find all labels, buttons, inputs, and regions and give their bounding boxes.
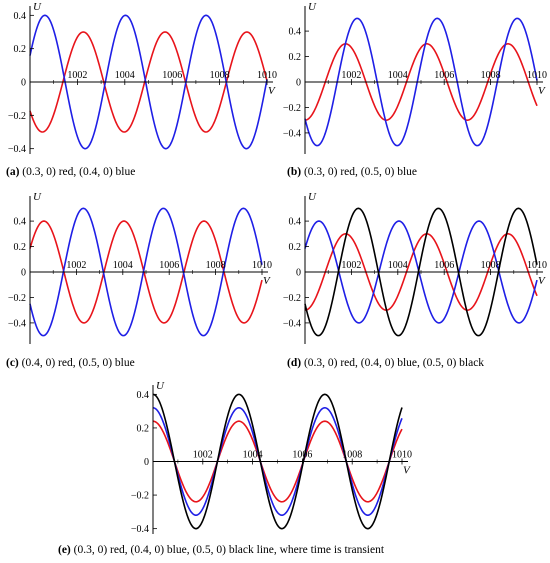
y-tick-label: −0.4: [283, 128, 301, 139]
x-tick-label: 1002: [67, 70, 87, 81]
caption-text-a: (0.3, 0) red, (0.4, 0) blue: [22, 166, 136, 178]
chart-d: 1002 1004 1006 1008 1010 0.4 0.2 0 −0.2 −0.4 U V: [283, 191, 547, 344]
x-tick-label: 1004: [388, 260, 408, 271]
y-tick-label: 0.4: [289, 217, 302, 228]
caption-text-c: (0.4, 0) red, (0.5, 0) blue: [21, 357, 135, 369]
x-tick-label: 1010: [257, 70, 277, 81]
series-line-2: [29, 14, 268, 150]
y-tick-label: 0.2: [14, 44, 27, 55]
x-axis-label: V: [538, 85, 546, 97]
caption-tag-e: (e): [58, 544, 71, 556]
y-axis-label: U: [33, 1, 42, 13]
panel-c: 1002 1004 1006 1008 1010 0.4 0.2 0 −0.2 −0.4 U V (c…: [0, 190, 275, 380]
y-tick-label: 0: [296, 78, 301, 89]
x-axis-label: V: [538, 275, 546, 287]
y-tick-label: 0: [296, 268, 301, 279]
y-tick-label: 0.4: [289, 27, 302, 38]
y-tick-label: −0.4: [8, 144, 26, 155]
x-tick-label: 1002: [66, 260, 86, 271]
x-tick-label: 1008: [481, 260, 501, 271]
caption-text-e: (0.3, 0) red, (0.4, 0) blue, (0.5, 0) bl…: [73, 544, 385, 556]
panel-e: 1002 1004 1006 1008 1010 0.4 0.2 0 −0.2 −0.4 U V (e…: [58, 380, 550, 563]
x-axis-label: V: [268, 85, 276, 97]
y-tick-label: 0: [21, 78, 26, 89]
x-tick-label: 1004: [113, 260, 133, 271]
series-line-2: [152, 406, 403, 517]
y-tick-label: 0.2: [14, 242, 27, 253]
y-axis-label: U: [33, 191, 42, 203]
caption-b: (b) (0.3, 0) red, (0.5, 0) blue: [287, 166, 417, 178]
y-tick-label: 0.2: [289, 52, 302, 63]
y-tick-label: 0: [144, 457, 149, 468]
series-line-1: [29, 31, 268, 133]
x-tick-label: 1004: [243, 450, 263, 461]
y-tick-label: −0.2: [8, 111, 26, 122]
y-tick-label: −0.4: [8, 318, 26, 329]
caption-tag-c: (c): [6, 357, 19, 369]
x-tick-label: 1002: [193, 450, 213, 461]
chart-e: 1002 1004 1006 1008 1010 0.4 0.2 0 −0.2 −0.4 U V: [131, 380, 412, 535]
chart-c: 1002 1004 1006 1008 1010 0.4 0.2 0 −0.2 −0.4 U V: [8, 191, 272, 344]
y-axis-label: U: [308, 1, 317, 13]
series-line-1: [304, 43, 538, 121]
x-tick-label: 1010: [252, 260, 272, 271]
x-tick-label: 1006: [434, 260, 454, 271]
x-tick-label: 1006: [159, 260, 179, 271]
x-axis-label: V: [403, 465, 411, 477]
x-tick-label: 1010: [392, 450, 412, 461]
x-tick-label: 1006: [292, 450, 312, 461]
x-tick-label: 1006: [434, 70, 454, 81]
x-tick-label: 1006: [162, 70, 182, 81]
caption-tag-b: (b): [287, 166, 302, 178]
panel-b: 1002 1004 1006 1008 1010 0.4 0.2 0 −0.2 −0.4 U V (b…: [275, 0, 550, 185]
caption-d: (d) (0.3, 0) red, (0.4, 0) blue, (0.5, 0…: [287, 357, 484, 369]
panel-a: 1002 1004 1006 1008 1010 0.4 0.2 0 −0.2 −0.4 U V (a…: [0, 0, 277, 185]
x-tick-label: 1008: [210, 70, 230, 81]
y-tick-label: 0.4: [14, 11, 27, 22]
x-tick-label: 1004: [115, 70, 135, 81]
panel-d: 1002 1004 1006 1008 1010 0.4 0.2 0 −0.2 −0.4 U V (d…: [275, 190, 550, 380]
y-tick-label: −0.4: [131, 524, 149, 535]
y-tick-label: −0.2: [283, 293, 301, 304]
x-tick-label: 1008: [481, 70, 501, 81]
x-tick-label: 1010: [527, 260, 547, 271]
series-line-3: [152, 393, 403, 530]
y-tick-label: −0.4: [283, 318, 301, 329]
y-tick-label: 0.4: [137, 390, 150, 401]
chart-b: 1002 1004 1006 1008 1010 0.4 0.2 0 −0.2 −0.4 U V: [283, 1, 547, 154]
x-tick-label: 1002: [341, 260, 361, 271]
caption-tag-a: (a): [6, 166, 20, 178]
y-tick-label: −0.2: [131, 491, 149, 502]
caption-e: (e) (0.3, 0) red, (0.4, 0) blue, (0.5, 0…: [58, 544, 384, 556]
y-tick-label: 0.4: [14, 217, 27, 228]
chart-a: 1002 1004 1006 1008 1010 0.4 0.2 0 −0.2 −0.4 U V: [8, 1, 277, 155]
y-tick-label: 0.2: [289, 242, 302, 253]
x-tick-label: 1002: [341, 70, 361, 81]
series-line-2: [304, 17, 538, 147]
x-tick-label: 1010: [527, 70, 547, 81]
y-tick-label: −0.2: [8, 293, 26, 304]
caption-text-d: (0.3, 0) red, (0.4, 0) blue, (0.5, 0) bl…: [303, 357, 485, 369]
x-axis-label: V: [263, 275, 271, 287]
x-tick-label: 1004: [388, 70, 408, 81]
y-tick-label: −0.2: [283, 103, 301, 114]
x-tick-label: 1008: [342, 450, 362, 461]
series-line-1: [152, 420, 403, 503]
y-tick-label: 0: [21, 268, 26, 279]
y-tick-label: 0.2: [137, 423, 150, 434]
caption-text-b: (0.3, 0) red, (0.5, 0) blue: [303, 166, 417, 178]
series-line-1: [304, 233, 538, 311]
y-axis-label: U: [156, 380, 165, 392]
caption-tag-d: (d): [287, 357, 302, 369]
caption-a: (a) (0.3, 0) red, (0.4, 0) blue: [6, 166, 135, 178]
y-axis-label: U: [308, 191, 317, 203]
caption-c: (c) (0.4, 0) red, (0.5, 0) blue: [6, 357, 135, 369]
x-tick-label: 1008: [206, 260, 226, 271]
